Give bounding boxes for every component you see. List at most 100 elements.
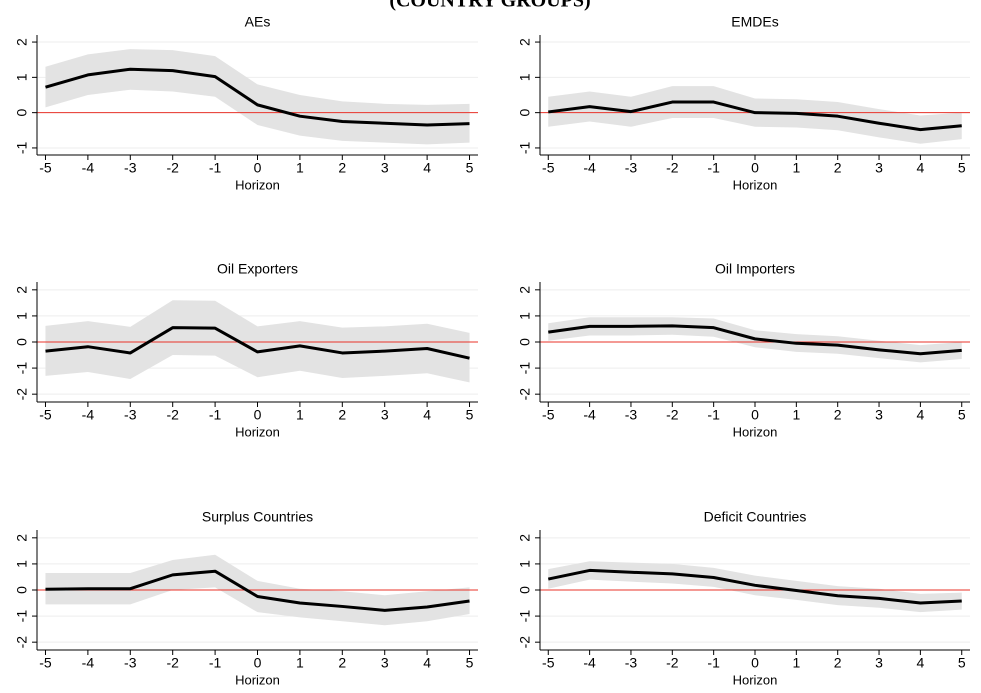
x-tick-label: 0 [254, 407, 262, 423]
x-tick-label: 4 [916, 655, 924, 671]
x-axis-label: Horizon [733, 672, 778, 687]
y-tick-label: -1 [517, 362, 533, 375]
x-tick-label: -5 [542, 160, 555, 176]
page-title: (COUNTRY GROUPS) [389, 0, 590, 12]
y-tick-label: -1 [14, 610, 30, 623]
x-tick-label: -2 [666, 160, 679, 176]
y-tick-label: 0 [517, 586, 533, 594]
x-tick-label: -1 [707, 160, 720, 176]
y-tick-label: 2 [14, 38, 30, 46]
x-tick-label: -2 [166, 407, 179, 423]
x-tick-label: 0 [751, 160, 759, 176]
confidence-band [45, 49, 470, 145]
y-tick-label: 2 [14, 286, 30, 294]
x-tick-label: 0 [751, 407, 759, 423]
panel-title: EMDEs [731, 14, 778, 30]
x-tick-label: 3 [875, 655, 883, 671]
x-axis-label: Horizon [235, 424, 280, 439]
x-tick-label: 2 [338, 407, 346, 423]
x-tick-label: -5 [542, 407, 555, 423]
x-tick-label: 5 [466, 655, 474, 671]
y-tick-label: 2 [517, 286, 533, 294]
x-axis-label: Horizon [733, 424, 778, 439]
x-tick-label: -1 [707, 655, 720, 671]
y-tick-label: -1 [517, 142, 533, 155]
x-tick-label: -3 [124, 655, 137, 671]
x-tick-label: 2 [834, 655, 842, 671]
x-axis-label: Horizon [235, 672, 280, 687]
x-tick-label: -2 [666, 407, 679, 423]
x-tick-label: -1 [209, 407, 222, 423]
x-tick-label: -2 [166, 655, 179, 671]
y-tick-label: 1 [517, 312, 533, 320]
x-tick-label: -5 [39, 655, 52, 671]
y-tick-label: 0 [517, 109, 533, 117]
x-tick-label: 1 [296, 160, 304, 176]
panel-title: AEs [245, 14, 271, 30]
x-tick-label: 4 [423, 655, 431, 671]
x-tick-label: -1 [209, 655, 222, 671]
y-tick-label: 0 [517, 338, 533, 346]
x-tick-label: 4 [916, 160, 924, 176]
line [547, 568, 962, 605]
x-tick-label: 3 [381, 655, 389, 671]
line [45, 326, 470, 360]
x-tick-label: -4 [82, 160, 95, 176]
x-tick-label: -3 [625, 160, 638, 176]
x-tick-label: -4 [583, 160, 596, 176]
y-tick-label: 1 [14, 73, 30, 81]
confidence-band [548, 86, 962, 144]
y-tick-label: 2 [14, 534, 30, 542]
x-tick-label: 4 [423, 160, 431, 176]
x-tick-label: 0 [751, 655, 759, 671]
x-tick-label: -3 [625, 407, 638, 423]
x-tick-label: -2 [666, 655, 679, 671]
x-tick-label: -5 [39, 160, 52, 176]
y-tick-label: 0 [14, 586, 30, 594]
x-tick-label: -2 [166, 160, 179, 176]
x-tick-label: 5 [466, 160, 474, 176]
x-tick-label: -4 [82, 407, 95, 423]
x-tick-label: 3 [875, 407, 883, 423]
x-tick-label: 4 [423, 407, 431, 423]
y-tick-label: -1 [14, 362, 30, 375]
x-tick-label: -4 [82, 655, 95, 671]
y-tick-label: 0 [14, 338, 30, 346]
x-tick-label: -1 [209, 160, 222, 176]
line [548, 324, 962, 356]
line [45, 569, 470, 612]
y-tick-label: -2 [14, 636, 30, 649]
panel-title: Surplus Countries [202, 509, 313, 525]
x-axis-label: Horizon [733, 177, 778, 192]
x-tick-label: 3 [381, 160, 389, 176]
panel-title: Oil Importers [715, 261, 795, 277]
x-tick-label: -5 [542, 655, 555, 671]
x-tick-label: -3 [124, 407, 137, 423]
y-tick-label: 1 [517, 560, 533, 568]
x-tick-label: 3 [381, 407, 389, 423]
x-tick-label: 4 [916, 407, 924, 423]
y-tick-label: -2 [517, 636, 533, 649]
x-tick-label: 2 [338, 655, 346, 671]
x-tick-label: 2 [834, 407, 842, 423]
confidence-band [45, 300, 470, 383]
x-tick-label: -4 [583, 407, 596, 423]
x-tick-label: 5 [958, 655, 966, 671]
x-tick-label: 5 [958, 407, 966, 423]
y-tick-label: 2 [517, 38, 533, 46]
y-tick-label: -2 [517, 388, 533, 401]
y-tick-label: 1 [517, 73, 533, 81]
x-tick-label: -4 [583, 655, 596, 671]
x-tick-label: -3 [625, 655, 638, 671]
y-tick-label: 2 [517, 534, 533, 542]
line [548, 100, 962, 132]
x-tick-label: 1 [792, 407, 800, 423]
x-tick-label: -5 [39, 407, 52, 423]
x-tick-label: 1 [792, 655, 800, 671]
x-tick-label: 0 [254, 160, 262, 176]
y-tick-label: 0 [14, 109, 30, 117]
x-tick-label: 2 [338, 160, 346, 176]
panel-title: Oil Exporters [217, 261, 298, 277]
line [45, 67, 470, 127]
